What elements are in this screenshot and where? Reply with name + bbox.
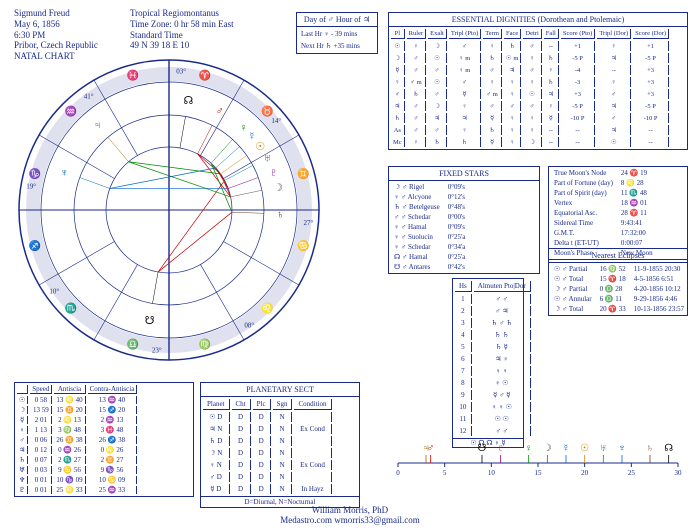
moon-data-table: True Moon's Node24 ♈ 19Part of Fortune (… (548, 166, 688, 260)
svg-text:♊: ♊ (297, 167, 309, 180)
svg-text:♐: ♐ (29, 239, 41, 252)
svg-text:☋: ☋ (145, 315, 155, 327)
svg-text:☉: ☉ (255, 141, 265, 153)
svg-text:♃: ♃ (93, 120, 101, 132)
svg-text:♀: ♀ (525, 443, 533, 454)
svg-text:25: 25 (628, 469, 636, 477)
svg-text:10: 10 (488, 469, 496, 477)
natal-chart-wheel: ♂♀☿☉♅♇☽♄♆♃☊☋♈♉♊♋♌♍♎♏♐♑♒♓03°14°27°08°23°1… (14, 55, 324, 365)
svg-text:♄: ♄ (276, 209, 284, 221)
eclipses-table: Nearest Eclipses ☉ ♂ Partial16 ♍ 5211-9-… (548, 248, 688, 316)
svg-text:5: 5 (443, 469, 447, 477)
svg-text:41°: 41° (84, 92, 94, 100)
svg-text:♍: ♍ (199, 337, 211, 350)
svg-text:♉: ♉ (261, 105, 273, 118)
header-left: Sigmund Freud May 6, 1856 6:30 PM Pribor… (14, 8, 98, 62)
svg-text:0: 0 (396, 469, 400, 477)
svg-text:☽: ☽ (543, 443, 552, 454)
svg-text:03°: 03° (176, 68, 186, 76)
svg-text:♆: ♆ (60, 167, 68, 179)
degree-ruler: 051015202530♃♂☋♇♀☽☿☉♅♆♄☊ (388, 428, 688, 478)
svg-text:☊: ☊ (664, 443, 673, 454)
svg-text:♅: ♅ (263, 153, 271, 165)
svg-text:27°: 27° (304, 219, 314, 227)
svg-text:20: 20 (581, 469, 589, 477)
svg-text:☊: ☊ (183, 95, 193, 107)
svg-text:14°: 14° (271, 117, 281, 125)
svg-text:19°: 19° (26, 183, 36, 191)
speed-antiscia-table: SpeedAntisciaContra-Antiscia☉0 5813 ♌ 40… (14, 382, 194, 497)
planetary-sect-table: PLANETARY SECT PlanetChtPlcSgnCondition☉… (200, 382, 360, 508)
fixed-stars-table: FIXED STARS ☽ ♂ Rigel0°09's♀ ♂ Alcyone0°… (388, 166, 540, 274)
svg-text:☿: ☿ (562, 443, 570, 454)
almuten-table: HsAlmuten Pto|Dor1♂ ♂2♂ ♃3♄ ♂ ♄4♄ ♄5♄ ☿6… (452, 278, 524, 448)
svg-text:♒: ♒ (64, 105, 76, 118)
svg-text:☋: ☋ (478, 443, 487, 454)
svg-text:10°: 10° (49, 287, 59, 295)
svg-text:♓: ♓ (127, 69, 139, 82)
svg-text:♏: ♏ (64, 301, 76, 314)
svg-text:23°: 23° (152, 346, 162, 354)
svg-text:♎: ♎ (127, 337, 139, 350)
svg-text:♇: ♇ (270, 167, 278, 179)
svg-text:♇: ♇ (497, 443, 505, 454)
svg-text:♋: ♋ (297, 239, 309, 252)
dignities-table: ESSENTIAL DIGNITIES (Dorothean and Ptole… (388, 12, 688, 150)
svg-text:♂: ♂ (215, 106, 223, 118)
svg-text:15: 15 (535, 469, 543, 477)
svg-text:♆: ♆ (618, 443, 626, 454)
svg-text:☽: ☽ (273, 182, 283, 194)
svg-text:♀: ♀ (239, 122, 247, 134)
svg-text:♅: ♅ (600, 443, 608, 454)
svg-text:♈: ♈ (199, 69, 211, 82)
footer: William Morris, PhD Medastro.com wmorris… (0, 505, 700, 525)
day-hour-box: Day of ♂ Hour of ♃ Last Hr ♀ - 39 minsNe… (296, 12, 378, 54)
svg-text:30: 30 (675, 469, 683, 477)
svg-text:♂: ♂ (427, 443, 435, 454)
header-right: Tropical Regiomontanus Time Zone: 0 hr 5… (130, 8, 234, 51)
svg-text:☉: ☉ (580, 443, 589, 454)
svg-text:♌: ♌ (261, 301, 273, 314)
svg-text:08°: 08° (244, 322, 254, 330)
svg-text:♑: ♑ (29, 167, 41, 180)
svg-text:♄: ♄ (646, 443, 654, 454)
